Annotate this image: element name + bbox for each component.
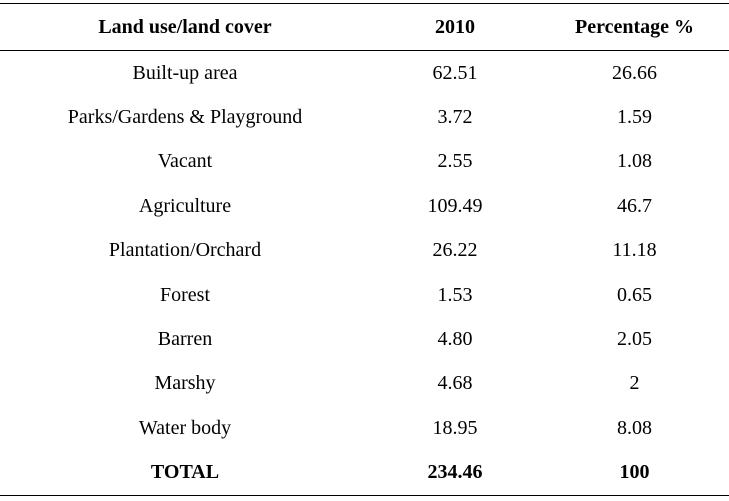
table-cell: 1.53 — [437, 283, 473, 306]
table-cell: Parks/Gardens & Playground — [67, 106, 303, 129]
table-cell: 18.95 — [432, 416, 478, 439]
table-cell: 0.65 — [617, 283, 652, 306]
table-cell: Built-up area — [132, 61, 238, 84]
table-row: Built-up area 62.51 26.66 — [0, 51, 729, 96]
table-cell: 62.51 — [432, 61, 478, 84]
table-cell: 8.08 — [617, 416, 652, 439]
table-cell: 2.05 — [617, 328, 652, 351]
table-cell: 4.80 — [437, 328, 473, 351]
total-row: TOTAL 234.46 100 — [0, 450, 729, 496]
table-cell: 1.59 — [617, 106, 652, 129]
total-cell: TOTAL — [0, 450, 370, 496]
table-cell: Agriculture — [138, 194, 232, 217]
header-cell: 2010 — [435, 15, 475, 38]
header-row: Land use/land cover 2010 Percentage % — [0, 3, 729, 51]
table-row: Plantation/Orchard 26.22 11.18 — [0, 229, 729, 273]
total-cell: 100 — [540, 450, 729, 496]
table-row: Parks/Gardens & Playground 3.72 1.59 — [0, 95, 729, 139]
header-cell: Percentage % — [574, 15, 695, 38]
table-cell: Plantation/Orchard — [108, 239, 262, 262]
total-cell: 234.46 — [370, 450, 540, 496]
table-body: Built-up area 62.51 26.66 Parks/Gardens & P… — [0, 51, 729, 496]
header-cell: Land use/land cover — [98, 15, 272, 38]
table-cell: Marshy — [154, 372, 216, 395]
table-header: Land use/land cover 2010 Percentage % — [0, 3, 729, 51]
table-cell: 26.22 — [432, 239, 478, 262]
table-row: Vacant 2.55 1.08 — [0, 140, 729, 184]
table-cell: 109.49 — [427, 194, 483, 217]
table-row: Barren 4.80 2.05 — [0, 317, 729, 361]
table-cell: 1.08 — [617, 150, 652, 173]
table-cell: 46.7 — [617, 194, 652, 217]
table-cell: Barren — [157, 328, 213, 351]
table-row: Agriculture 109.49 46.7 — [0, 184, 729, 228]
table-cell: 2.55 — [437, 150, 473, 173]
table-cell: 11.18 — [612, 239, 657, 262]
table-cell: 3.72 — [437, 106, 473, 129]
table-row: Forest 1.53 0.65 — [0, 273, 729, 317]
table-row: Water body 18.95 8.08 — [0, 406, 729, 450]
land-use-table: Land use/land cover 2010 Percentage % Buil… — [0, 3, 729, 496]
table-cell: 4.68 — [437, 372, 473, 395]
table-cell: Forest — [160, 283, 210, 306]
table-cell: 2 — [629, 372, 640, 395]
table-cell: Vacant — [157, 150, 213, 173]
table-cell: 26.66 — [612, 61, 657, 84]
table-row: Marshy 4.68 2 — [0, 362, 729, 406]
table-cell: Water body — [138, 416, 232, 439]
